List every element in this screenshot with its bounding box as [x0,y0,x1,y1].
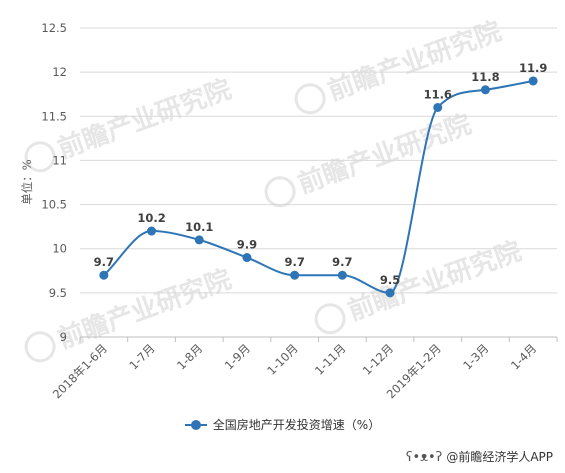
data-point [385,288,395,298]
watermark-logo-icon [24,141,56,173]
bear-icon: ʕ•ᴥ•ʔ [405,449,443,465]
data-label: 9.5 [380,273,400,287]
y-tick-label: 10.5 [41,198,67,212]
data-label: 9.7 [94,255,114,269]
watermark-text: 前瞻产业研究院 [344,236,526,327]
data-label: 9.7 [332,255,352,269]
data-label: 10.1 [185,220,213,234]
data-point [337,270,347,280]
data-point [290,270,300,280]
credit-text: @前瞻经济学人APP [446,450,553,464]
data-point [194,235,204,245]
x-tick-labels: 2018年1-6月 1-7月 1-8月 1-9月 1-10月 1-11月 1-12月2019… [50,341,539,401]
series-line [103,79,534,294]
y-tick-label: 11 [52,153,67,167]
source-credit: ʕ•ᴥ•ʔ @前瞻经济学人APP [406,448,553,465]
x-tick-label: 1-7月 [126,341,157,372]
data-point [147,226,157,236]
data-label: 11.9 [519,61,547,75]
data-label: 9.7 [284,255,304,269]
watermark-text: 前瞻产业研究院 [54,264,236,355]
data-label: 10.2 [137,211,165,225]
x-tick-label: 1-12月 [360,341,396,377]
y-tick-label: 9.5 [49,286,67,300]
x-tick-label: 1-4月 [508,341,539,372]
data-point [528,76,538,86]
y-tick-label: 12.5 [41,21,67,35]
data-point [242,253,252,263]
y-tick-labels: 9 9.5 10 10.5 11 11.5 12 12.5 [41,21,67,344]
x-tick-label: 1-8月 [174,341,205,372]
data-point [99,270,109,280]
x-tick-label: 1-9月 [222,341,253,372]
y-axis-label: 单位：% [20,159,34,204]
data-point [480,85,490,95]
watermark-logo-icon [24,331,56,363]
watermark-text: 前瞻产业研究院 [294,109,476,200]
series-line-path [103,79,534,294]
data-point [433,102,443,112]
legend-label: 全国房地产开发投资增速（%） [212,418,381,432]
data-points [99,76,538,298]
watermark-text: 前瞻产业研究院 [324,16,506,107]
x-tick-label: 1-11月 [312,341,348,377]
legend-marker [184,419,207,430]
watermark-text: 前瞻产业研究院 [54,74,236,165]
watermark: 前瞻产业研究院 [294,16,506,115]
watermark-logo-icon [314,303,346,335]
legend: 全国房地产开发投资增速（%） [0,416,565,433]
data-labels: 9.7 10.2 10.1 9.9 9.7 9.7 9.5 11.6 11.8 11.9 [94,61,548,287]
gridlines [80,27,557,294]
x-tick-label: 2018年1-6月 [50,341,110,401]
x-tick-label: 1-3月 [460,341,491,372]
y-tick-label: 9 [60,330,67,344]
y-tick-label: 10 [52,242,67,256]
x-tick-label: 1-10月 [264,341,300,377]
x-axis [79,336,558,342]
y-tick-label: 12 [52,65,67,79]
watermark-logo-icon [294,83,326,115]
data-label: 11.8 [471,70,499,84]
data-label: 11.6 [424,87,452,101]
watermark: 前瞻产业研究院 [314,236,526,335]
data-label: 9.9 [237,238,257,252]
y-tick-label: 11.5 [41,109,67,123]
